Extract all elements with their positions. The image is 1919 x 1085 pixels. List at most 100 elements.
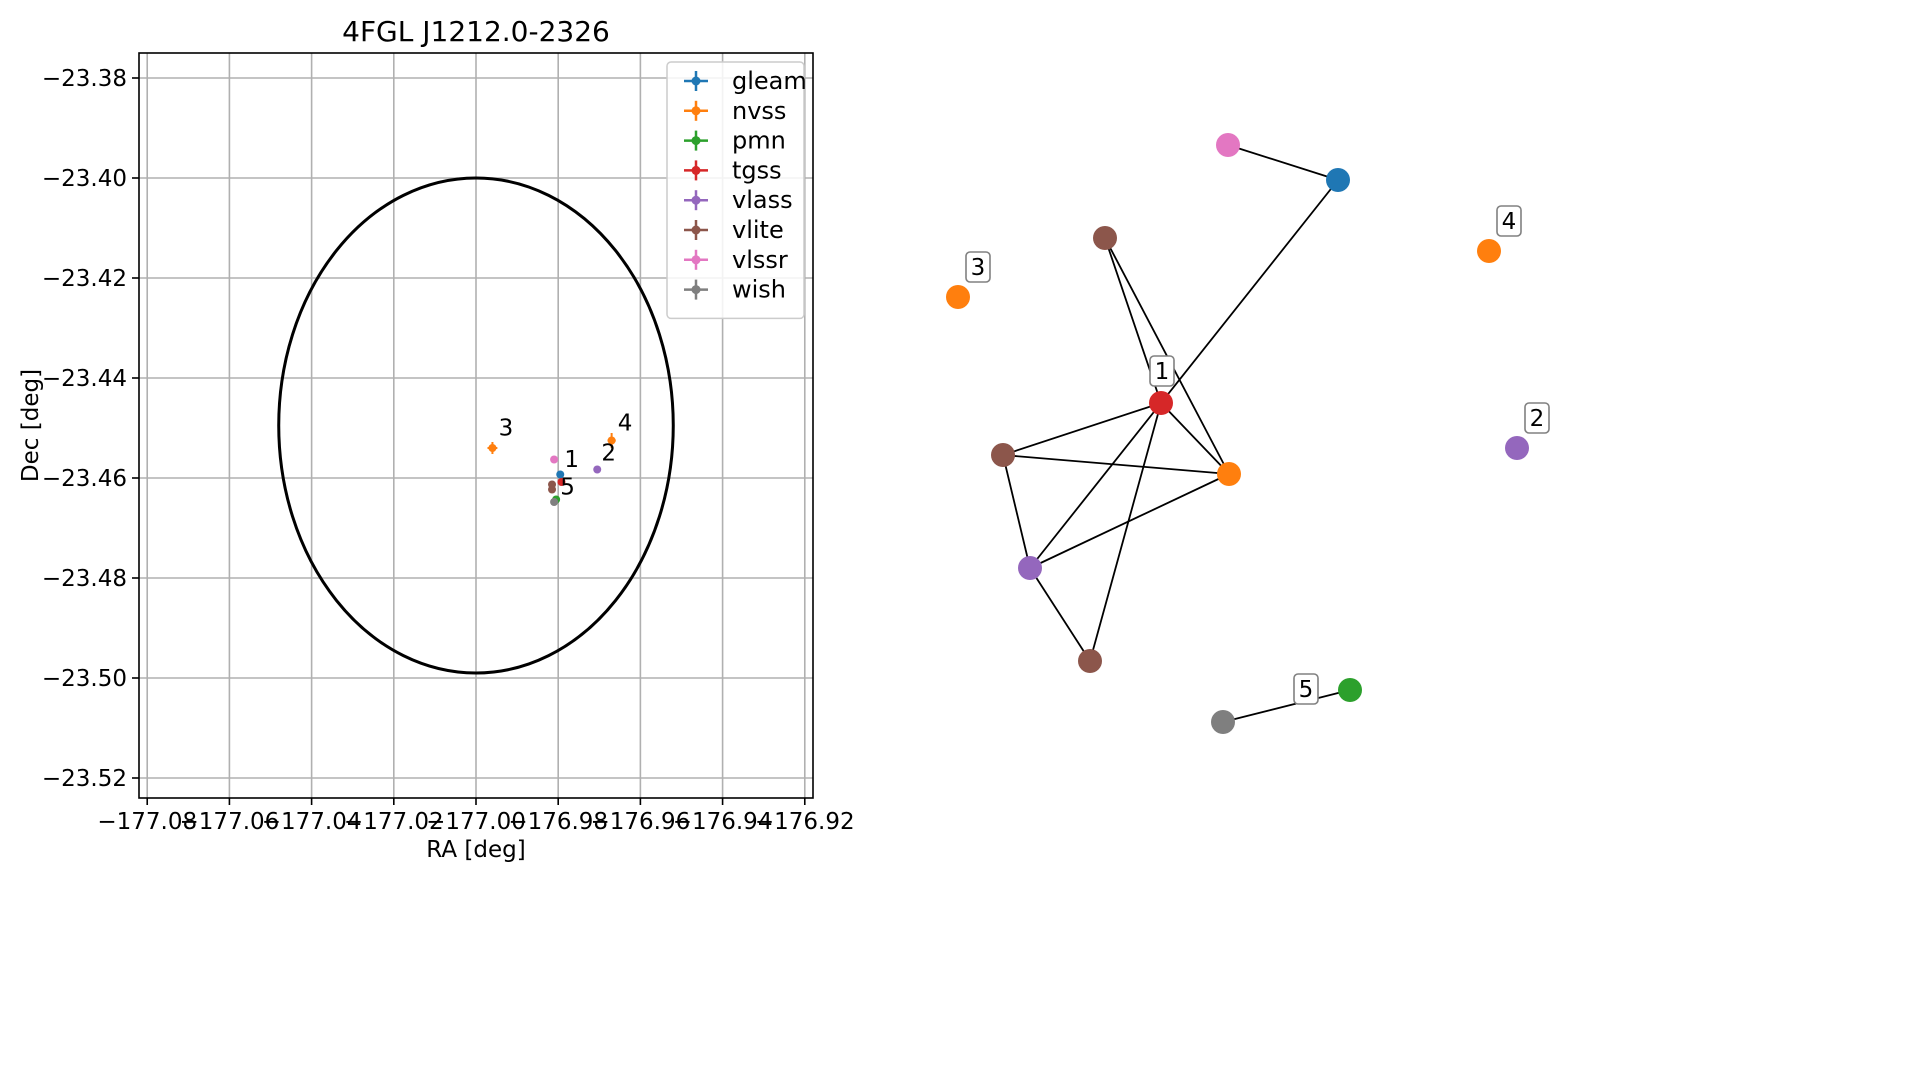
point-annotations: 1 2 3 4 5 [499, 411, 633, 501]
point-marker [556, 470, 565, 479]
legend-label: wish [732, 276, 786, 304]
x-tick-label: −176.98 [508, 809, 608, 835]
label-text: 2 [1530, 406, 1545, 432]
y-tick-label: −23.40 [42, 166, 127, 192]
legend-label: pmn [732, 127, 786, 155]
graph-node-green [1338, 678, 1362, 702]
annotation-label: 1 [564, 447, 579, 473]
point-marker [550, 498, 559, 506]
label-box [1149, 355, 1175, 387]
scatter-plot: 1 2 3 4 5 −177.08−177.06−177.04−177.02−177.0… [18, 15, 855, 863]
legend-entry-tgss: tgss [684, 156, 782, 184]
point-marker [488, 444, 497, 452]
data-points [487, 433, 616, 506]
legend-marker [691, 195, 701, 205]
legend-entry-vlite: vlite [684, 216, 784, 244]
point-marker [557, 478, 566, 486]
axis-ticks: −177.08−177.06−177.04−177.02−177.00−176.… [42, 66, 855, 835]
legend-box [666, 61, 805, 320]
label-box [1293, 673, 1319, 705]
x-tick-label: −177.06 [180, 809, 280, 835]
graph-edge [1029, 567, 1091, 662]
graph-edge [1089, 402, 1162, 662]
graph-edge [1002, 402, 1162, 456]
legend-entry-wish: wish [684, 276, 786, 304]
y-tick-label: −23.42 [42, 266, 127, 292]
x-tick-label: −177.08 [97, 809, 197, 835]
data-point-nvss [487, 442, 498, 454]
graph-node-orange-mid [1217, 462, 1241, 486]
annotation-label: 4 [618, 411, 633, 437]
graph-node-brown-low [1078, 649, 1102, 673]
graph-edge [1002, 454, 1031, 569]
graph-edge [1222, 689, 1351, 723]
graph-node-pink [1216, 133, 1240, 157]
graph-node-orange-3 [946, 285, 970, 309]
legend-label: vlite [732, 216, 784, 244]
legend-label: gleam [732, 67, 807, 95]
graph-node-gray [1211, 710, 1235, 734]
label-box [1524, 402, 1550, 434]
y-axis-label: Dec [deg] [18, 369, 44, 482]
point-marker [607, 436, 616, 445]
point-marker [593, 465, 602, 474]
point-marker [548, 485, 557, 494]
x-tick-label: −176.92 [755, 809, 855, 835]
legend-marker [691, 225, 701, 235]
y-tick-label: −23.46 [42, 466, 127, 492]
graph-labels: 1 2 3 4 5 [965, 205, 1550, 705]
graph-edge [1029, 473, 1230, 569]
x-axis-label: RA [deg] [426, 837, 525, 863]
legend-label: tgss [732, 156, 782, 184]
graph-node-brown-left [991, 443, 1015, 467]
legend-entry-gleam: gleam [684, 67, 807, 95]
y-tick-label: −23.52 [42, 766, 127, 792]
data-point-vlite [548, 485, 557, 494]
label-box [1496, 205, 1522, 237]
graph-node-purple-low [1018, 556, 1042, 580]
x-tick-label: −176.96 [591, 809, 691, 835]
legend-label: nvss [732, 97, 786, 125]
graph-label-1: 1 [1149, 355, 1175, 387]
point-marker [550, 455, 559, 464]
legend-entry-nvss: nvss [684, 97, 786, 125]
graph-node-purple-2 [1505, 436, 1529, 460]
legend-marker [691, 136, 701, 146]
plot-title: 4FGL J1212.0-2326 [342, 15, 610, 48]
graph-edge [1160, 179, 1339, 404]
legend-marker [691, 255, 701, 265]
graph-label-3: 3 [965, 251, 991, 283]
y-tick-label: −23.50 [42, 666, 127, 692]
graph-edge [1002, 454, 1230, 475]
graph-edges [1002, 144, 1351, 723]
legend-marker [691, 285, 701, 295]
legend-entry-pmn: pmn [684, 127, 786, 155]
legend-label: vlssr [732, 246, 788, 274]
legend-entry-vlass: vlass [684, 186, 793, 214]
data-point-tgss [557, 478, 566, 486]
label-box [965, 251, 991, 283]
data-point-nvss [607, 433, 616, 448]
x-tick-label: −177.02 [344, 809, 444, 835]
x-tick-label: −177.00 [426, 809, 526, 835]
graph-node-blue [1326, 168, 1350, 192]
graph-edge [1227, 144, 1339, 181]
graph-edge [1029, 402, 1162, 569]
label-text: 3 [971, 255, 986, 281]
source-ellipse [277, 176, 675, 675]
label-text: 5 [1299, 677, 1314, 703]
legend-marker [691, 76, 701, 86]
data-point-wish [550, 498, 559, 506]
graph-label-4: 4 [1496, 205, 1522, 237]
graph-nodes [946, 133, 1529, 734]
annotation-label: 3 [499, 416, 514, 442]
annotation-label: 5 [560, 475, 575, 501]
data-point-gleam [556, 470, 565, 479]
legend-marker [691, 106, 701, 116]
graph-label-5: 5 [1293, 673, 1319, 705]
x-tick-label: −177.04 [262, 809, 362, 835]
graph-node-orange-4 [1477, 239, 1501, 263]
x-tick-label: −176.94 [673, 809, 773, 835]
data-point-vlass [593, 465, 602, 474]
